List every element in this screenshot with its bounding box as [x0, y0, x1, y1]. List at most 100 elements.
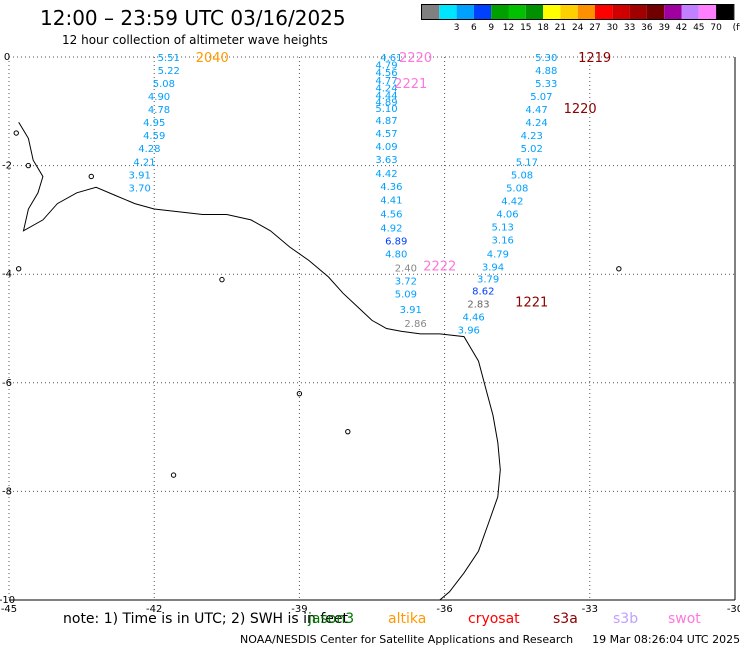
legend-swatch	[646, 5, 665, 19]
swh-value: 3.79	[477, 275, 499, 286]
y-tick-label: 0	[4, 52, 10, 63]
pass-time-label: 1219	[578, 51, 611, 66]
swh-value: 4.78	[148, 105, 170, 116]
swh-value: 5.51	[158, 53, 180, 64]
footer-credit: NOAA/NESDIS Center for Satellite Applica…	[240, 633, 740, 646]
swh-value: 4.59	[143, 131, 165, 142]
pass-time-label: 2040	[196, 51, 229, 66]
pass-time-label: 1220	[564, 102, 597, 117]
swh-value: 3.91	[400, 305, 422, 316]
swh-value: 4.46	[463, 313, 485, 324]
legend-swatch	[439, 5, 457, 19]
swh-value: 4.23	[521, 131, 543, 142]
notes-line: note: 1) Time is in UTC; 2) SWH is in fe…	[63, 611, 701, 627]
legend-label: 15	[520, 23, 531, 33]
swh-value: 4.28	[138, 144, 160, 155]
swh-value: 4.24	[525, 118, 547, 129]
y-tick-label: -6	[2, 378, 12, 389]
swh-value: 4.90	[148, 92, 170, 103]
satellite-label-s3a: s3a	[553, 611, 578, 627]
legend-swatch	[525, 5, 544, 19]
swh-value: 3.96	[458, 326, 480, 337]
swh-value: 2.86	[404, 319, 426, 330]
swh-value: 4.41	[380, 195, 402, 206]
island	[296, 390, 303, 397]
y-tick-label: -4	[2, 269, 12, 280]
swh-value: 5.13	[492, 222, 514, 233]
swh-value: 4.80	[385, 250, 407, 261]
legend-swatch	[698, 5, 717, 19]
legend-swatch	[612, 5, 630, 19]
swh-value: 4.61	[380, 53, 402, 64]
swh-value: 5.30	[535, 53, 557, 64]
legend-frame	[421, 4, 735, 20]
island	[15, 266, 22, 272]
x-tick-label: -30	[727, 604, 740, 615]
swh-value: 4.88	[535, 66, 557, 77]
swh-value: 4.95	[143, 118, 165, 129]
pass-time-label: 1221	[515, 295, 548, 310]
swh-value: 4.56	[375, 68, 397, 79]
legend-swatch	[716, 5, 734, 19]
swh-value: 3.16	[492, 235, 514, 246]
swh-value: 4.09	[375, 142, 397, 153]
legend-label: 6	[471, 23, 477, 33]
swh-value: 3.91	[129, 170, 151, 181]
swh-value: 5.02	[521, 144, 543, 155]
island	[616, 266, 622, 272]
swh-value: 5.09	[395, 290, 417, 301]
island	[88, 173, 94, 180]
y-tick-label: -8	[2, 486, 12, 497]
pass-time-label: 2221	[394, 77, 427, 92]
island	[345, 428, 351, 435]
legend-unit: (ft)	[733, 23, 740, 33]
swh-value: 2.40	[395, 264, 417, 275]
credit-text: NOAA/NESDIS Center for Satellite Applica…	[240, 633, 574, 646]
swh-value: 4.79	[375, 61, 397, 72]
swh-value: 3.94	[482, 263, 504, 274]
y-tick-label: -2	[2, 161, 12, 172]
map-title: 12:00 – 23:59 UTC 03/16/2025	[40, 6, 346, 30]
legend-label: 3	[454, 23, 460, 33]
legend-swatch	[629, 5, 647, 19]
legend-swatch	[422, 5, 440, 19]
swh-value: 5.10	[375, 104, 397, 115]
swh-value: 4.56	[380, 209, 402, 220]
swh-value: 5.17	[516, 157, 538, 168]
legend-label: 21	[555, 23, 566, 33]
swh-value: 5.07	[530, 92, 552, 103]
satellite-label-jason3: jason3	[308, 611, 355, 627]
swh-value: 4.42	[375, 169, 397, 180]
legend-swatch	[577, 5, 595, 19]
legend-label: 27	[589, 23, 600, 33]
island	[13, 130, 19, 136]
swh-value: 4.89	[375, 98, 397, 109]
y-tick-label: -10	[0, 595, 15, 606]
swh-value: 4.24	[375, 83, 397, 94]
legend-label: 36	[641, 23, 653, 33]
legend-label: 42	[676, 23, 687, 33]
swh-value: 6.89	[385, 237, 407, 248]
x-tick-label: -39	[291, 604, 307, 615]
swh-value: 4.44	[375, 91, 397, 102]
swh-value: 8.62	[472, 286, 494, 297]
satellite-label-cryosat: cryosat	[468, 611, 520, 627]
island	[25, 162, 32, 169]
legend-swatch	[473, 5, 492, 19]
swh-value: 5.08	[511, 170, 533, 181]
swh-value: 2.83	[467, 300, 489, 311]
swh-value: 4.77	[375, 76, 397, 87]
swh-value: 5.33	[535, 79, 557, 90]
pass-time-label: 2220	[399, 51, 432, 66]
legend-label: 18	[537, 23, 549, 33]
swh-value: 5.22	[158, 66, 180, 77]
legend-swatch	[508, 5, 526, 19]
timestamp: 19 Mar 08:26:04 UTC 2025	[592, 633, 740, 646]
legend-label: 39	[658, 23, 670, 33]
x-tick-label: -33	[582, 604, 598, 615]
swh-value: 3.72	[395, 277, 417, 288]
legend-swatch	[543, 5, 561, 19]
x-tick-label: -45	[1, 604, 17, 615]
